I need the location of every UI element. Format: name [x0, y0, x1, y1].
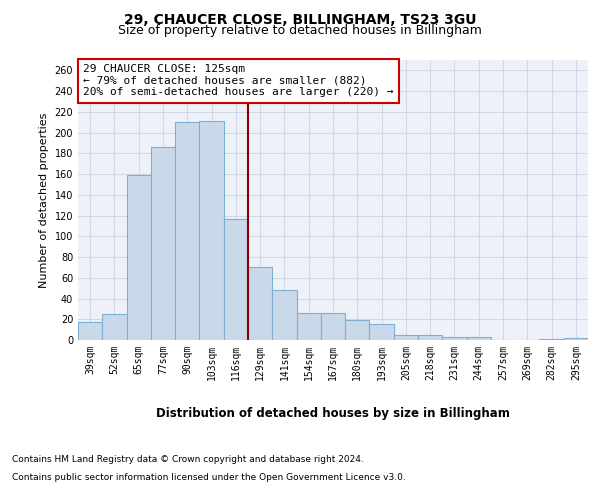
Text: 29 CHAUCER CLOSE: 125sqm
← 79% of detached houses are smaller (882)
20% of semi-: 29 CHAUCER CLOSE: 125sqm ← 79% of detach… — [83, 64, 394, 98]
Bar — [199, 121, 224, 340]
Bar — [321, 313, 345, 340]
Bar — [102, 314, 127, 340]
Bar — [127, 175, 151, 340]
Bar — [467, 337, 491, 340]
Bar — [151, 147, 175, 340]
Bar — [78, 322, 102, 340]
Bar — [418, 335, 442, 340]
Bar — [564, 338, 588, 340]
Bar — [224, 218, 248, 340]
Bar — [296, 313, 321, 340]
Bar — [539, 339, 564, 340]
Bar — [442, 337, 467, 340]
Y-axis label: Number of detached properties: Number of detached properties — [39, 112, 49, 288]
Text: 29, CHAUCER CLOSE, BILLINGHAM, TS23 3GU: 29, CHAUCER CLOSE, BILLINGHAM, TS23 3GU — [124, 12, 476, 26]
Text: Contains public sector information licensed under the Open Government Licence v3: Contains public sector information licen… — [12, 472, 406, 482]
Bar — [370, 324, 394, 340]
Text: Distribution of detached houses by size in Billingham: Distribution of detached houses by size … — [156, 408, 510, 420]
Bar — [345, 320, 370, 340]
Bar — [175, 122, 199, 340]
Bar — [248, 268, 272, 340]
Bar — [394, 335, 418, 340]
Bar — [272, 290, 296, 340]
Text: Contains HM Land Registry data © Crown copyright and database right 2024.: Contains HM Land Registry data © Crown c… — [12, 455, 364, 464]
Text: Size of property relative to detached houses in Billingham: Size of property relative to detached ho… — [118, 24, 482, 37]
